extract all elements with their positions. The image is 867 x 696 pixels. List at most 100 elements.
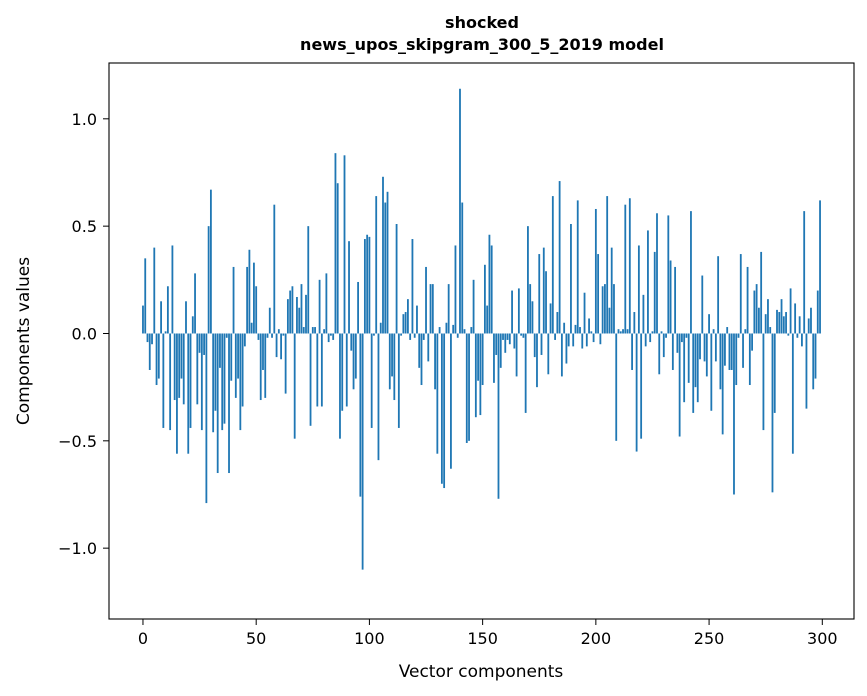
bar bbox=[728, 333, 731, 370]
bar bbox=[694, 333, 697, 388]
bar bbox=[318, 279, 321, 334]
bar bbox=[436, 333, 439, 454]
bar bbox=[284, 333, 287, 394]
bar bbox=[683, 333, 686, 403]
bar bbox=[332, 333, 335, 340]
x-tick-label: 50 bbox=[246, 629, 266, 648]
bar bbox=[764, 314, 767, 334]
bar bbox=[339, 333, 341, 439]
bar bbox=[798, 316, 801, 334]
bar bbox=[155, 333, 158, 386]
bar bbox=[721, 333, 724, 435]
bar bbox=[488, 234, 491, 334]
bar bbox=[585, 333, 588, 347]
bar bbox=[300, 284, 303, 334]
bar bbox=[502, 333, 504, 340]
bar bbox=[674, 266, 677, 334]
y-axis-ticks: −1.0 −0.5 0.0 0.5 1.0 bbox=[58, 110, 109, 558]
chart-title-line-2: news_upos_skipgram_300_5_2019 model bbox=[300, 35, 664, 54]
bar bbox=[608, 307, 611, 334]
bar bbox=[687, 333, 690, 383]
bar bbox=[151, 333, 153, 345]
bar bbox=[574, 324, 577, 334]
bar bbox=[660, 331, 663, 334]
bar bbox=[379, 322, 382, 334]
bar bbox=[255, 286, 258, 334]
bar bbox=[712, 329, 715, 334]
bar bbox=[748, 333, 751, 386]
bar bbox=[293, 333, 296, 439]
bar bbox=[237, 333, 239, 379]
bar bbox=[465, 333, 468, 443]
bar bbox=[309, 333, 312, 426]
bar bbox=[644, 333, 647, 347]
bar bbox=[450, 333, 452, 469]
bar bbox=[266, 333, 269, 338]
bar bbox=[656, 213, 658, 334]
bar bbox=[533, 333, 536, 358]
bar bbox=[563, 322, 566, 334]
bar bbox=[178, 333, 181, 398]
bar bbox=[196, 333, 199, 405]
bar bbox=[350, 333, 353, 351]
bar bbox=[801, 333, 803, 347]
bar bbox=[511, 290, 513, 334]
bar bbox=[637, 245, 640, 334]
bar bbox=[259, 333, 262, 401]
bar bbox=[778, 312, 781, 334]
bar bbox=[363, 239, 366, 334]
bar bbox=[461, 202, 464, 334]
bar bbox=[780, 299, 783, 334]
bar bbox=[459, 88, 461, 334]
bar bbox=[216, 333, 219, 474]
bar bbox=[273, 204, 276, 334]
bar bbox=[223, 333, 226, 424]
bar bbox=[232, 266, 235, 334]
bar bbox=[407, 299, 409, 334]
bar bbox=[305, 294, 307, 334]
bar bbox=[785, 312, 787, 334]
bar bbox=[384, 202, 387, 334]
bar bbox=[597, 254, 600, 334]
bar bbox=[635, 333, 638, 452]
bar bbox=[599, 333, 602, 345]
bar bbox=[214, 333, 217, 411]
bar bbox=[538, 254, 541, 334]
bar bbox=[162, 333, 165, 428]
bar bbox=[474, 333, 477, 418]
bar bbox=[443, 333, 446, 489]
bar bbox=[513, 333, 516, 349]
bar bbox=[411, 239, 414, 334]
bar bbox=[762, 333, 765, 431]
bar bbox=[690, 211, 692, 334]
bar bbox=[286, 299, 289, 334]
x-tick-label: 250 bbox=[694, 629, 725, 648]
bar bbox=[463, 329, 466, 334]
bar bbox=[171, 245, 174, 334]
bar bbox=[166, 286, 169, 334]
bars-group bbox=[142, 88, 821, 570]
bar bbox=[289, 290, 292, 334]
bar bbox=[776, 309, 778, 334]
bar bbox=[667, 215, 670, 334]
bar bbox=[431, 284, 434, 334]
bar bbox=[323, 329, 326, 334]
bar bbox=[189, 333, 192, 428]
bar bbox=[470, 327, 473, 334]
bar bbox=[169, 333, 172, 431]
bar bbox=[560, 333, 563, 377]
bar bbox=[225, 333, 228, 338]
bar bbox=[710, 333, 713, 411]
bar bbox=[219, 333, 221, 368]
bar bbox=[359, 333, 362, 497]
bar bbox=[642, 294, 645, 334]
plot-frame bbox=[108, 62, 855, 620]
bar bbox=[717, 256, 720, 334]
bar bbox=[268, 307, 271, 334]
bar bbox=[545, 271, 547, 334]
bar bbox=[341, 333, 344, 411]
bar bbox=[368, 236, 371, 334]
bar bbox=[547, 333, 550, 375]
bar bbox=[671, 333, 674, 370]
bar bbox=[352, 333, 355, 390]
